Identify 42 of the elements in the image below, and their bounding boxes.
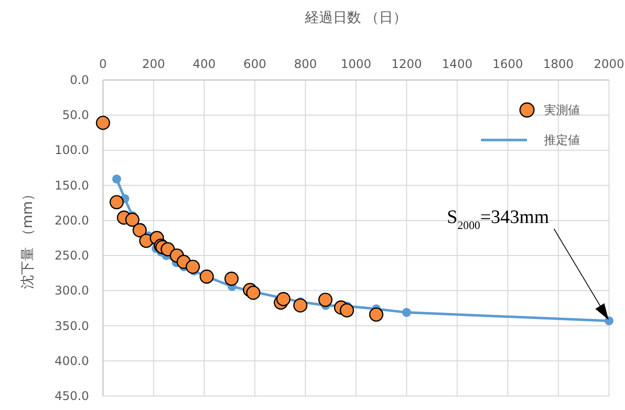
- point: [112, 174, 122, 184]
- point: [110, 195, 124, 210]
- legend-label: 推定値: [544, 133, 580, 147]
- point: [200, 270, 214, 284]
- y-tick-label: 450.0: [54, 389, 89, 403]
- point: [402, 308, 412, 317]
- x-tick-label: 800: [294, 57, 317, 71]
- y-tick-label: 350.0: [54, 318, 89, 333]
- x-tick-label: 1400: [442, 57, 472, 71]
- point: [369, 307, 384, 322]
- annotation: S$_{2000}$=343mm: [446, 206, 550, 232]
- y-tick-label: 250.0: [54, 248, 89, 263]
- point: [132, 223, 147, 238]
- point: [96, 116, 110, 130]
- y-tick-label: 400.0: [54, 354, 89, 368]
- point: [246, 286, 260, 300]
- legend-label: 実測値: [544, 103, 580, 117]
- point: [125, 212, 140, 227]
- x-tick-label: 2000: [594, 57, 624, 71]
- x-tick-label: 1800: [543, 57, 574, 71]
- x-axis-title: 経過日数 （日）: [304, 10, 408, 26]
- y-tick-label: 100.0: [54, 143, 89, 158]
- x-tick-label: 200: [142, 57, 166, 71]
- point: [604, 316, 614, 326]
- y-tick-label: 200.0: [54, 213, 89, 228]
- x-tick-label: 0: [99, 57, 107, 71]
- y-tick-label: 300.0: [54, 284, 89, 298]
- point: [224, 272, 239, 286]
- point: [276, 292, 290, 306]
- x-tick-label: 600: [243, 57, 266, 71]
- y-axis-title: 沈下量 （mm）: [20, 187, 36, 289]
- point: [293, 298, 308, 313]
- x-tick-label: 1200: [391, 57, 422, 71]
- x-tick-label: 1000: [340, 57, 372, 71]
- x-tick-label: 1600: [492, 57, 524, 71]
- point: [318, 292, 332, 307]
- y-tick-label: 0.0: [70, 73, 89, 87]
- point: [340, 303, 354, 318]
- point: [186, 260, 200, 274]
- x-tick-label: 400: [192, 57, 216, 71]
- y-tick-label: 150.0: [54, 178, 89, 192]
- y-tick-label: 50.0: [62, 108, 89, 122]
